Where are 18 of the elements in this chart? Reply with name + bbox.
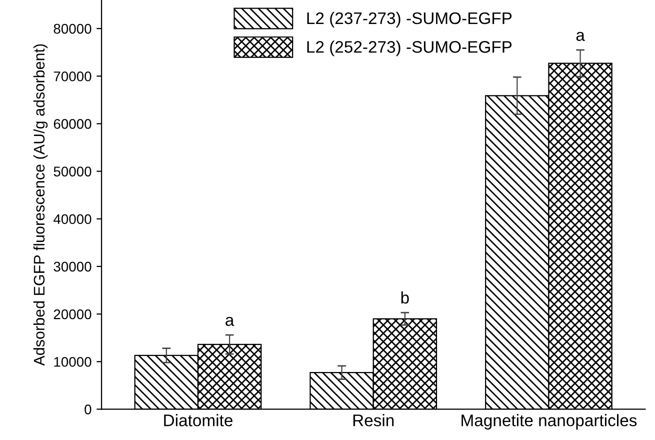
annotation: a [226, 316, 234, 326]
y-tick-label: 80000 [54, 24, 92, 34]
y-axis-title: Adsorbed EGFP fluorescence (AU/g adsorbent) [33, 44, 48, 366]
y-tick-label: 70000 [54, 71, 92, 82]
y-tick-label: 40000 [54, 214, 92, 224]
x-tick-label: Magnetite nanoparticles [462, 414, 637, 430]
y-tick-label: 10000 [54, 356, 92, 367]
y-tick-label: 30000 [54, 262, 92, 272]
annotation: a [576, 32, 585, 41]
y-tick-label: 0 [84, 404, 92, 414]
x-tick-label: Resin [353, 414, 394, 426]
y-tick-label: 20000 [54, 309, 92, 320]
y-tick-label: 50000 [54, 166, 92, 176]
y-tick-label: 60000 [54, 119, 92, 129]
annotation: b [401, 291, 409, 304]
legend-label: L2 (252-273) -SUMO-EGFP [307, 40, 512, 56]
x-tick-label: Diatomite [164, 414, 232, 426]
legend-label: L2 (237-273) -SUMO-EGFP [307, 12, 512, 28]
